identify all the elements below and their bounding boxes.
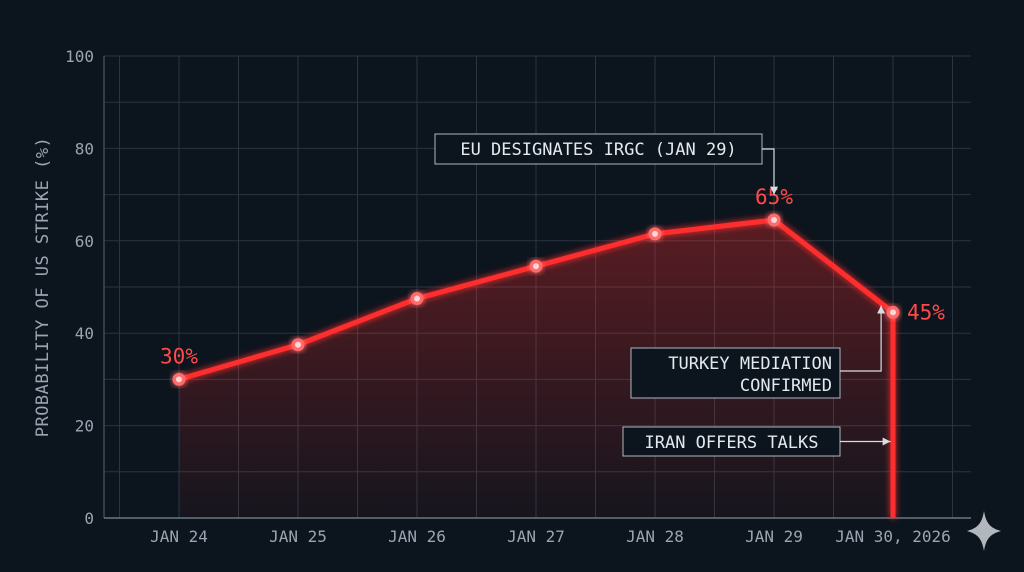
annotation-arrowhead [877,305,886,314]
line-layer [178,217,896,518]
axes: 0 20 40 60 80 100 JAN 24 JAN 25 JAN 26 JAN 27 JAN … [65,47,971,546]
data-label: 30% [160,344,198,368]
annotation-text: CONFIRMED [740,376,832,396]
annotation-layer: EU DESIGNATES IRGC (JAN 29) TURKEY MEDIAT… [434,133,891,457]
x-tick-label: JAN 24 [150,527,208,546]
y-axis-label: PROBABILITY OF US STRIKE (%) [33,137,53,438]
annotation-arrowhead [770,186,778,195]
annotation-box [434,133,763,165]
annotation: IRAN OFFERS TALKS [622,426,891,457]
x-tick-label: JAN 29 [745,527,803,546]
data-point [172,372,186,386]
y-tick-label: 100 [65,47,94,66]
x-tick-label: JAN 30, 2026 [835,527,951,546]
data-point [648,227,662,241]
data-point [767,213,781,227]
data-point-core [414,295,420,302]
point-layer [172,213,900,386]
series-line [178,217,896,518]
annotation-arrow [840,305,882,372]
y-tick-label: 60 [75,232,94,251]
data-label: 45% [907,300,945,324]
annotation-box [630,347,841,399]
data-point-core [771,217,777,224]
annotation-text: IRAN OFFERS TALKS [645,433,819,453]
data-point-core [890,309,896,316]
annotation-arrowhead [882,437,891,446]
annotation-box [622,426,841,457]
data-point-core [295,341,301,348]
y-tick-label: 40 [75,324,94,343]
data-point [410,292,424,306]
y-tick-label: 20 [75,417,94,436]
y-tick-label: 80 [75,139,94,158]
data-point-core [176,376,182,383]
annotation: EU DESIGNATES IRGC (JAN 29) [434,133,775,195]
x-tick-label: JAN 27 [507,527,565,546]
annotation-arrow [762,148,775,195]
annotation-text: EU DESIGNATES IRGC (JAN 29) [460,140,736,160]
sparkle-icon [967,511,1001,551]
data-point [886,305,900,319]
x-tick-label: JAN 28 [626,527,684,546]
data-point-core [652,230,658,237]
y-tick-label: 0 [84,509,94,528]
data-point [291,338,305,352]
x-tick-label: JAN 25 [269,527,327,546]
data-point [529,259,543,273]
data-point-core [533,263,539,270]
annotation-text: TURKEY MEDIATION [668,354,832,374]
x-tick-label: JAN 26 [388,527,446,546]
